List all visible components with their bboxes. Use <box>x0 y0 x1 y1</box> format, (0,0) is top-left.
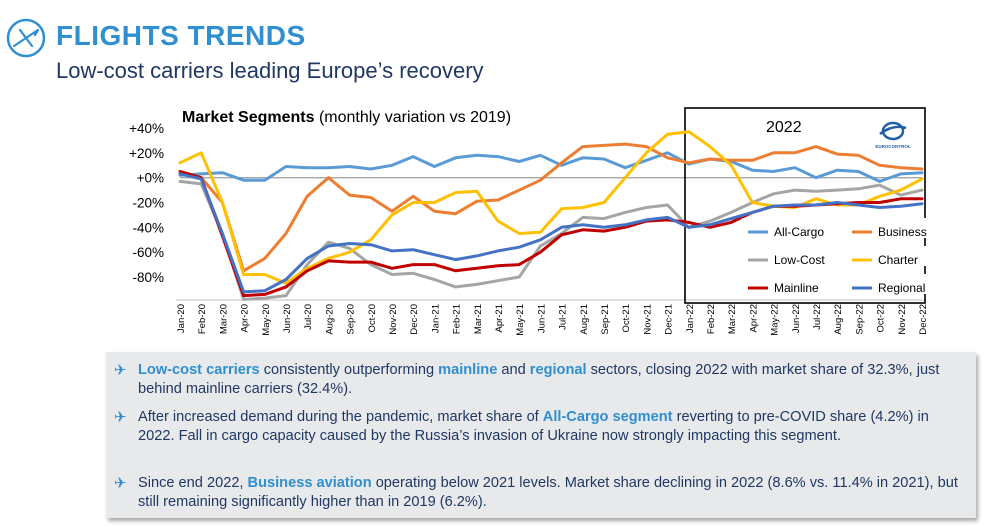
x-tick-label: Jan-22 <box>685 304 696 333</box>
y-tick-label: +20% <box>129 146 164 161</box>
chart-title-bold: Market Segments <box>182 109 315 126</box>
series-line-all-cargo <box>178 151 924 183</box>
x-tick-label: Mar-22 <box>727 304 738 334</box>
x-tick-label: Sep-22 <box>854 304 865 335</box>
legend-label: All-Cargo <box>774 225 824 239</box>
x-tick-label: Mar-20 <box>218 304 229 334</box>
y-tick-label: -40% <box>132 220 164 235</box>
series-line-business <box>178 142 924 273</box>
page-subtitle: Low-cost carriers leading Europe’s recov… <box>56 58 484 83</box>
x-tick-label: Jul-22 <box>812 304 823 330</box>
year-2022-label: 2022 <box>766 119 802 136</box>
x-tick-label: Dec-20 <box>409 304 420 335</box>
x-tick-label: Feb-22 <box>706 304 717 334</box>
x-tick-label: Sep-20 <box>346 304 357 335</box>
x-tick-label: Sep-21 <box>600 304 611 335</box>
y-tick-label: -60% <box>132 245 164 260</box>
x-tick-label: Dec-21 <box>664 304 675 335</box>
insight-low-cost: ✈ Low-cost carriers consistently outperf… <box>114 361 940 397</box>
year-2022-box <box>684 107 926 304</box>
x-tick-label: May-22 <box>770 304 781 336</box>
x-tick-label: Jul-21 <box>558 304 569 330</box>
plane-bullet-icon: ✈ <box>114 361 127 379</box>
legend-label: Charter <box>878 253 918 267</box>
x-tick-label: Jun-22 <box>791 304 802 333</box>
chart-title-rest: (monthly variation vs 2019) <box>315 109 512 126</box>
x-tick-label: Nov-21 <box>642 304 653 335</box>
x-tick-label: Oct-22 <box>876 304 887 333</box>
legend-label: Business <box>878 225 927 239</box>
x-tick-label: Jan-21 <box>430 304 441 333</box>
x-tick-label: May-20 <box>261 304 272 336</box>
x-tick-label: Apr-20 <box>240 304 251 333</box>
x-tick-label: Jun-21 <box>536 304 547 333</box>
chart-title: Market Segments (monthly variation vs 20… <box>182 109 511 126</box>
chart-axes: +40% +20% +0% -20% -40% -60% -80% Jan-20 Feb-20 M… <box>129 121 929 336</box>
x-tick-label: Nov-20 <box>388 304 399 335</box>
insight-all-cargo: ✈ After increased demand during the pand… <box>114 408 929 444</box>
x-tick-label: May-21 <box>515 304 526 336</box>
x-tick-label: Oct-20 <box>367 304 378 333</box>
x-tick-label: Apr-22 <box>748 304 759 333</box>
x-tick-label: Apr-21 <box>494 304 505 333</box>
y-tick-label: -20% <box>132 196 164 211</box>
x-tick-label: Jan-20 <box>176 304 187 333</box>
plane-bullet-icon: ✈ <box>114 474 127 492</box>
eurocontrol-swoosh-icon <box>879 125 907 136</box>
y-tick-label: +0% <box>137 171 164 186</box>
series-line-regional <box>178 172 924 294</box>
eurocontrol-label: EUROCONTROL <box>875 144 910 149</box>
insights-panel: ✈ Low-cost carriers consistently outperf… <box>106 352 976 518</box>
x-tick-label: Oct-21 <box>621 304 632 333</box>
y-tick-label: +40% <box>129 121 164 136</box>
legend-label: Low-Cost <box>774 253 825 267</box>
x-tick-label: Nov-22 <box>897 304 908 335</box>
plane-bullet-icon: ✈ <box>114 408 127 426</box>
x-tick-label: Aug-21 <box>579 304 590 335</box>
eurocontrol-logo: EUROCONTROL <box>875 121 911 149</box>
x-tick-label: Mar-21 <box>473 304 484 334</box>
chart-text: Market Segments (monthly variation vs 20… <box>182 109 511 126</box>
legend-label: Mainline <box>774 281 819 295</box>
x-tick-label: Dec-22 <box>918 304 929 335</box>
y-tick-label: -80% <box>132 270 164 285</box>
x-tick-label: Feb-21 <box>452 304 463 334</box>
x-tick-label: Aug-22 <box>833 304 844 335</box>
x-tick-label: Feb-20 <box>197 304 208 334</box>
x-tick-label: Aug-20 <box>324 304 335 335</box>
page-title: FLIGHTS TRENDS <box>56 20 306 51</box>
legend-label: Regional <box>878 281 925 295</box>
chart-legend: All-Cargo Business Low-Cost Charter Mainline… <box>742 218 946 295</box>
x-tick-label: Jul-20 <box>303 304 314 330</box>
chart-series <box>178 130 924 301</box>
highlight-2022-box: 2022 EUROCONTROL <box>684 107 926 304</box>
insight-business: ✈ Since end 2022, Business aviation oper… <box>114 474 958 510</box>
x-tick-label: Jun-20 <box>282 304 293 333</box>
airplane-circle-icon <box>6 18 46 58</box>
